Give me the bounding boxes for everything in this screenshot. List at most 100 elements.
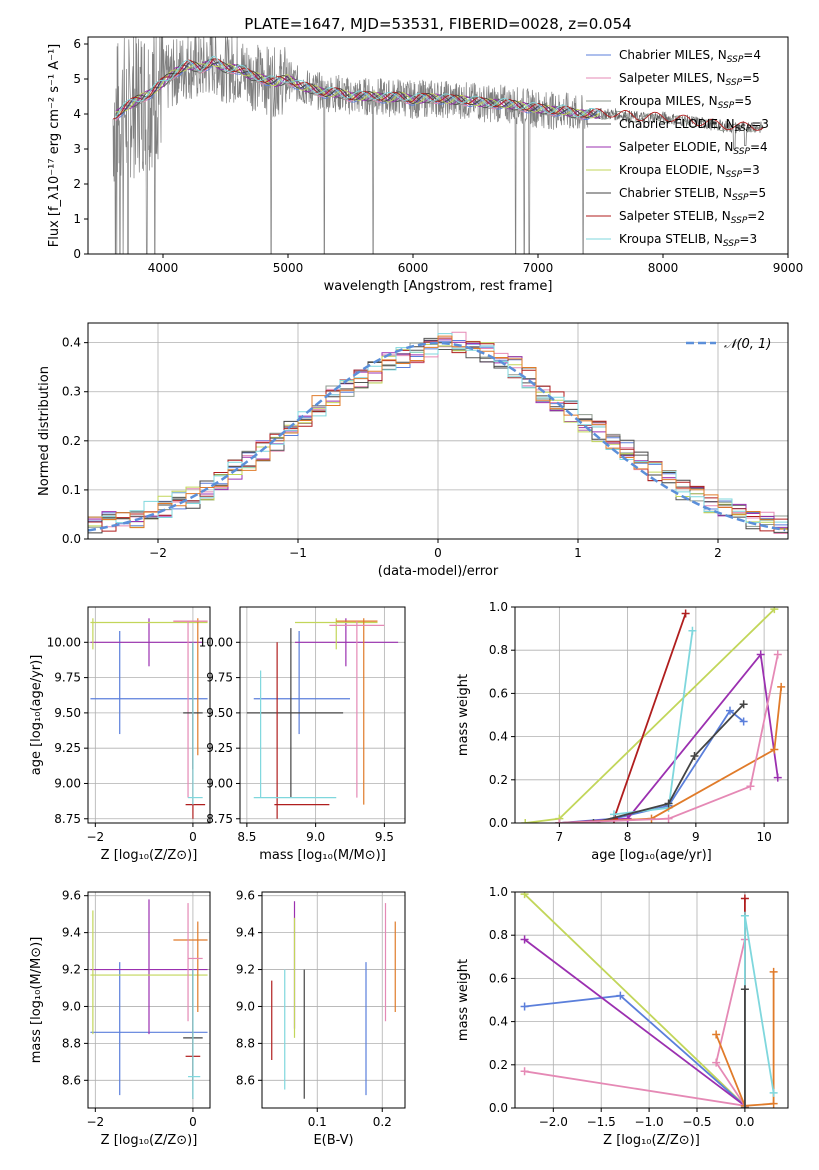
plus-marker: [740, 894, 749, 903]
plus-marker: [725, 706, 734, 715]
y-tick-label: 9.2: [62, 963, 81, 977]
x-axis-label: age [log₁₀(age/yr)]: [591, 848, 712, 863]
plus-marker: [739, 700, 748, 709]
plus-marker: [616, 991, 625, 1000]
y-tick-label: 9.4: [62, 926, 81, 940]
plus-marker: [769, 1099, 778, 1108]
plus-marker: [773, 650, 782, 659]
x-tick-label: −2.0: [539, 1115, 568, 1129]
y-tick-label: 8.75: [206, 812, 233, 826]
plus-marker: [688, 626, 697, 635]
mass-weight-line: [523, 893, 746, 1107]
mass-weight-line: [715, 971, 775, 1107]
y-tick-label: 5: [73, 72, 81, 86]
plus-marker: [740, 911, 749, 920]
x-tick-label: 2: [714, 546, 722, 560]
panel-mass-vs-Z: −2 0 8.6 8.8 9.0 9.2 9.4 9.6 Z [log₁₀(Z/Z⊙)] mass…: [29, 889, 211, 1148]
plus-marker: [770, 607, 779, 614]
x-tick-label: 6000: [398, 261, 429, 275]
x-tick-label: 5000: [273, 261, 304, 275]
x-axis-label: wavelength [Angstrom, rest frame]: [324, 279, 553, 294]
y-tick-label: 0.4: [62, 336, 81, 350]
x-tick-label: 9.5: [375, 830, 394, 844]
plot-area: [88, 331, 788, 534]
x-tick-label: 8.5: [237, 830, 256, 844]
y-tick-label: 2: [73, 177, 81, 191]
mass-weight-line: [559, 654, 779, 823]
x-tick-label: 0.1: [308, 1115, 327, 1129]
plus-marker: [664, 814, 673, 823]
x-tick-label: −1.0: [635, 1115, 664, 1129]
plus-marker: [520, 1067, 529, 1076]
x-tick-label: −2: [86, 830, 104, 844]
y-tick-label: 9.00: [54, 776, 81, 790]
age-vs-Z-axes-frame: [87, 606, 211, 824]
x-tick-label: 8000: [648, 261, 679, 275]
legend-entry: 𝒩(0, 1): [724, 337, 771, 352]
x-tick-label: −0.5: [682, 1115, 711, 1129]
y-tick-label: 8.8: [62, 1036, 81, 1050]
mass-weight-line: [524, 938, 746, 1107]
panel-mass-vs-EBV: 0.1 0.2 8.6 8.8 9.0 9.2 9.4 9.6 E(B-V): [236, 889, 406, 1148]
x-axis-label: Z [log₁₀(Z/Z⊙)]: [603, 1133, 700, 1148]
mass-weight-line: [744, 915, 775, 1108]
y-axis-label: age [log₁₀(age/yr)]: [29, 655, 44, 776]
y-tick-label: 8.75: [54, 812, 81, 826]
y-tick-label: 0.4: [489, 730, 508, 744]
x-tick-label: 8: [624, 830, 632, 844]
x-tick-label: 0: [434, 546, 442, 560]
plot-area: [271, 901, 396, 1099]
y-tick-label: 9.6: [62, 889, 81, 903]
x-tick-label: 7: [556, 830, 564, 844]
plot-area: [521, 607, 786, 823]
mass-weight-line: [559, 709, 745, 823]
x-tick-label: 4000: [148, 261, 179, 275]
normal-curve: [88, 341, 786, 532]
y-tick-label: 0.6: [489, 686, 508, 700]
legend-entry: Salpeter STELIB, NSSP=2: [619, 209, 765, 226]
y-tick-label: 0.0: [62, 532, 81, 546]
y-axis-label: mass weight: [456, 959, 471, 1041]
y-tick-label: 9.75: [54, 671, 81, 685]
panel-age-vs-Z: −2 0 8.75 9.00 9.25 9.50 9.75 10.00 Z [log₁₀(Z/Z…: [29, 606, 211, 863]
mass-weight-line: [524, 939, 747, 1108]
panel-massweight-vs-Z: −2.0 −1.5 −1.0 −0.5 0.0 0.0 0.2 0.4 0.6 0.8 1.0 Z […: [456, 885, 789, 1148]
legend-entry: Chabrier ELODIE, NSSP=3: [619, 117, 769, 134]
mass-vs-Z-axes-frame: [87, 891, 211, 1109]
x-tick-label: 0: [189, 830, 197, 844]
y-tick-label: 10.00: [199, 635, 233, 649]
x-tick-label: −2: [149, 546, 167, 560]
plot-area: [90, 618, 208, 819]
y-tick-label: 1: [73, 212, 81, 226]
residuals-axes-frame: [87, 322, 789, 540]
plus-marker: [681, 609, 690, 618]
plus-marker: [770, 745, 779, 754]
y-tick-label: 9.25: [206, 741, 233, 755]
x-axis-label: Z [log₁₀(Z/Z⊙)]: [101, 848, 198, 863]
mass-weight-line: [559, 652, 779, 823]
figure-title: PLATE=1647, MJD=53531, FIBERID=0028, z=0…: [244, 15, 631, 33]
y-tick-label: 9.6: [236, 889, 255, 903]
model-fit-line: [112, 58, 764, 131]
x-axis-label: E(B-V): [313, 1133, 353, 1148]
x-tick-label: −2: [86, 1115, 104, 1129]
x-axis-label: (data-model)/error: [378, 564, 499, 579]
y-tick-label: 0.8: [489, 928, 508, 942]
y-axis-label: Normed distribution: [37, 366, 52, 496]
massweight-vs-age-axes-frame: [514, 606, 789, 824]
plus-marker: [520, 892, 529, 899]
plot-area: [112, 37, 764, 254]
y-tick-label: 9.4: [236, 926, 255, 940]
x-axis-label: mass [log₁₀(M/M⊙)]: [259, 848, 386, 863]
plus-marker: [690, 752, 699, 761]
legend-entry: Chabrier MILES, NSSP=4: [619, 48, 761, 65]
plus-marker: [520, 935, 529, 944]
plus-marker: [773, 773, 782, 782]
model-fit-line: [115, 62, 601, 119]
y-tick-label: 8.6: [236, 1073, 255, 1087]
mass-vs-EBV-axes-frame: [261, 891, 406, 1109]
y-tick-label: 8.8: [236, 1036, 255, 1050]
legend-entry: Kroupa MILES, NSSP=5: [619, 94, 752, 111]
model-fit-line: [115, 61, 601, 118]
